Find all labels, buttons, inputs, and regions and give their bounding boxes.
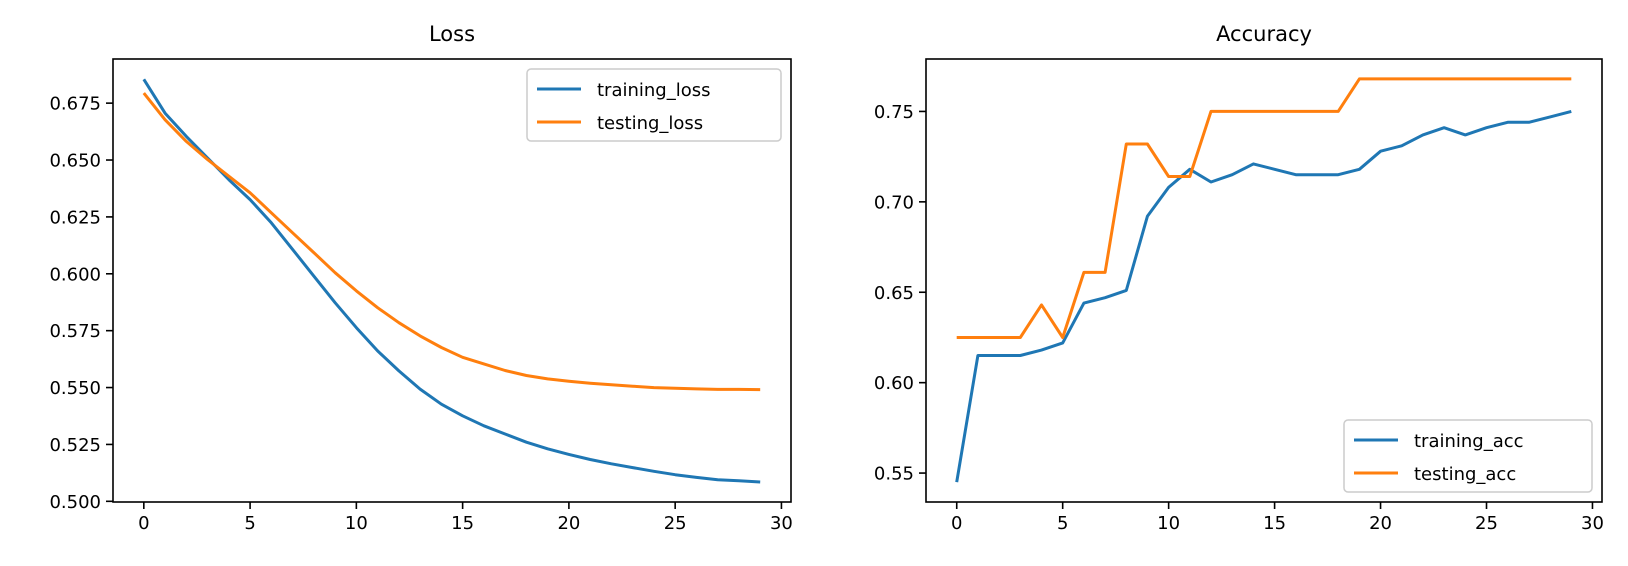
y-tick-label: 0.55 xyxy=(874,464,914,485)
x-tick-label: 25 xyxy=(664,513,687,534)
series-line-training_acc xyxy=(955,109,1572,483)
legend: training_acc testing_acc xyxy=(1343,419,1593,493)
x-tick-label: 10 xyxy=(345,513,368,534)
y-tick-label: 0.625 xyxy=(49,207,101,228)
y-tick-label: 0.500 xyxy=(49,492,101,513)
y-tick-label: 0.675 xyxy=(49,94,101,115)
series-line-testing_loss xyxy=(142,92,761,392)
loss-chart: Loss 0 5 10 15 20 25 30 0.500 0.525 0.550 0.575 0.6… xyxy=(49,22,792,534)
legend-label-training_loss: training_loss xyxy=(597,80,711,101)
accuracy-chart-title: Accuracy xyxy=(1216,22,1312,46)
x-tick-label: 10 xyxy=(1157,513,1180,534)
y-tick-label: 0.60 xyxy=(874,373,914,394)
y-tick-label: 0.70 xyxy=(874,192,914,213)
y-tick-label: 0.550 xyxy=(49,378,101,399)
y-tick-label: 0.525 xyxy=(49,435,101,456)
legend-label-testing_acc: testing_acc xyxy=(1414,464,1516,485)
y-tick-label: 0.600 xyxy=(49,264,101,285)
legend-label-testing_loss: testing_loss xyxy=(597,113,703,134)
x-tick-label: 0 xyxy=(951,513,962,534)
x-tick-label: 30 xyxy=(770,513,793,534)
y-tick-label: 0.650 xyxy=(49,151,101,172)
x-tick-label: 15 xyxy=(1263,513,1286,534)
x-tick-label: 0 xyxy=(138,513,149,534)
accuracy-chart: Accuracy 0 5 10 15 20 25 30 0.55 0.60 0.65 0.70 0.7… xyxy=(874,22,1604,534)
axes-frame xyxy=(925,58,1603,503)
x-tick-label: 5 xyxy=(244,513,255,534)
y-tick-label: 0.575 xyxy=(49,321,101,342)
x-tick-label: 20 xyxy=(1369,513,1392,534)
x-tick-label: 30 xyxy=(1581,513,1604,534)
series-line-testing_acc xyxy=(956,77,1572,339)
axes-frame xyxy=(112,58,792,503)
legend-box xyxy=(1343,419,1593,493)
legend: training_loss testing_loss xyxy=(526,68,782,142)
y-tick-label: 0.65 xyxy=(874,283,914,304)
x-tick-label: 5 xyxy=(1057,513,1068,534)
series-line-training_loss xyxy=(142,78,761,484)
y-tick-label: 0.75 xyxy=(874,102,914,123)
legend-label-training_acc: training_acc xyxy=(1414,431,1524,452)
x-tick-label: 25 xyxy=(1475,513,1498,534)
x-tick-label: 15 xyxy=(451,513,474,534)
x-tick-label: 20 xyxy=(557,513,580,534)
loss-chart-title: Loss xyxy=(429,22,475,46)
legend-box xyxy=(526,68,782,142)
